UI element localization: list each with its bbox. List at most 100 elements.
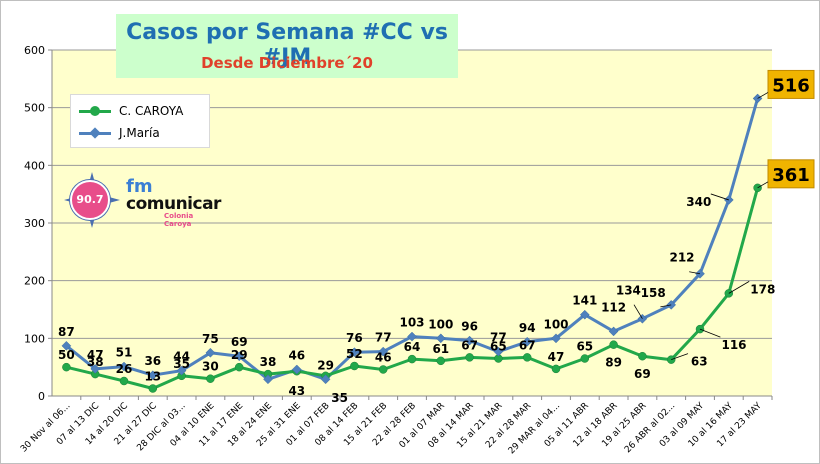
legend-marker-jmaria xyxy=(89,127,101,139)
data-label-jmaria-16: 94 xyxy=(519,321,536,335)
data-label-jmaria-17: 100 xyxy=(543,317,568,331)
data-label-jmaria-3: 36 xyxy=(144,354,161,368)
leader-line-jmaria-22 xyxy=(689,271,701,275)
marker-caroya-19 xyxy=(609,340,618,349)
chart-title: Casos por Semana #CC vs #JM xyxy=(126,20,448,70)
marker-caroya-16 xyxy=(522,353,532,362)
legend-label-jmaria: J.María xyxy=(119,126,160,140)
data-label-caroya-18: 65 xyxy=(576,340,593,354)
data-label-jmaria-18: 141 xyxy=(572,294,597,308)
leader-line-jmaria-21 xyxy=(660,304,672,308)
marker-caroya-10 xyxy=(350,361,359,371)
highlight-label-caroya: 361 xyxy=(772,165,810,186)
marker-jmaria-5 xyxy=(205,347,216,358)
data-label-caroya-12: 64 xyxy=(404,340,421,354)
data-label-jmaria-19: 112 xyxy=(601,300,626,314)
marker-jmaria-17 xyxy=(551,333,561,344)
legend-label-caroya: C. CAROYA xyxy=(119,104,184,118)
marker-jmaria-10 xyxy=(349,347,360,358)
data-label-caroya-4: 35 xyxy=(173,357,190,371)
marker-jmaria-6 xyxy=(234,351,245,362)
y-tick-label: 200 xyxy=(24,275,45,288)
marker-jmaria-19 xyxy=(608,326,619,337)
marker-jmaria-9 xyxy=(320,374,331,385)
highlight-leader-jmaria xyxy=(757,92,769,99)
marker-jmaria-16 xyxy=(522,336,533,347)
y-tick-label: 600 xyxy=(24,44,45,57)
marker-caroya-14 xyxy=(465,353,474,362)
marker-caroya-0 xyxy=(62,362,71,372)
marker-caroya-12 xyxy=(407,354,417,364)
leader-line-caroya-22 xyxy=(699,328,721,338)
data-label-caroya-23: 178 xyxy=(750,282,775,296)
marker-caroya-5 xyxy=(206,374,215,383)
data-label-caroya-17: 47 xyxy=(548,350,565,364)
data-label-caroya-8: 43 xyxy=(288,384,305,398)
data-label-jmaria-13: 100 xyxy=(428,317,453,331)
data-label-caroya-3: 13 xyxy=(144,370,161,384)
data-label-caroya-22: 116 xyxy=(721,338,746,352)
data-label-caroya-2: 26 xyxy=(116,362,133,376)
data-label-caroya-14: 67 xyxy=(461,338,478,352)
data-label-caroya-20: 69 xyxy=(634,367,651,381)
legend: C. CAROYA J.María xyxy=(70,94,210,148)
data-label-jmaria-2: 51 xyxy=(116,346,133,360)
data-label-caroya-0: 50 xyxy=(58,348,75,362)
x-tick-label: 30 Nov al 06... xyxy=(19,401,72,454)
data-label-caroya-16: 67 xyxy=(519,338,536,352)
highlight-box-caroya xyxy=(767,159,815,189)
data-label-caroya-21: 63 xyxy=(691,355,708,369)
x-tick-label: 29 MAR al 04... xyxy=(507,401,562,456)
marker-jmaria-1 xyxy=(90,364,101,374)
marker-jmaria-7 xyxy=(263,374,273,385)
marker-jmaria-4 xyxy=(176,365,187,376)
data-label-jmaria-20: 134 xyxy=(616,284,641,298)
data-label-jmaria-14: 96 xyxy=(461,320,478,334)
marker-caroya-17 xyxy=(551,364,561,374)
marker-jmaria-13 xyxy=(435,333,446,344)
logo-name: comunicar xyxy=(126,194,221,214)
leader-line-jmaria-20 xyxy=(633,304,643,319)
legend-marker-caroya xyxy=(90,106,100,116)
data-label-caroya-7: 38 xyxy=(260,355,277,369)
data-label-caroya-13: 61 xyxy=(432,342,449,356)
marker-jmaria-18 xyxy=(579,309,590,320)
y-tick-label: 500 xyxy=(24,102,45,115)
data-label-jmaria-8: 46 xyxy=(288,348,305,362)
data-label-jmaria-5: 75 xyxy=(202,332,219,346)
data-label-caroya-10: 52 xyxy=(346,347,363,361)
data-label-jmaria-1: 47 xyxy=(87,348,104,362)
data-label-jmaria-21: 158 xyxy=(641,286,666,300)
marker-jmaria-2 xyxy=(119,361,129,372)
data-label-caroya-1: 38 xyxy=(87,355,104,369)
marker-caroya-18 xyxy=(580,354,590,363)
y-tick-label: 0 xyxy=(38,390,45,403)
marker-caroya-3 xyxy=(148,384,158,393)
data-label-caroya-11: 46 xyxy=(375,350,392,364)
leader-line-caroya-23 xyxy=(728,281,750,294)
y-tick-label: 100 xyxy=(24,332,45,345)
highlight-box-jmaria xyxy=(767,69,815,99)
data-label-jmaria-15: 77 xyxy=(490,331,507,345)
marker-jmaria-12 xyxy=(407,331,417,342)
leader-line-caroya-21 xyxy=(671,353,689,361)
data-label-jmaria-11: 77 xyxy=(375,331,392,345)
x-tick-label: 26 ABR al 02... xyxy=(623,401,677,455)
logo-subtitle: Colonia Caroya xyxy=(164,212,194,228)
logo-fm: fm xyxy=(126,176,153,197)
marker-jmaria-14 xyxy=(464,335,475,346)
data-label-jmaria-0: 87 xyxy=(58,325,75,339)
data-label-jmaria-4: 44 xyxy=(173,350,190,364)
marker-jmaria-0 xyxy=(61,340,72,351)
data-label-caroya-19: 89 xyxy=(605,356,622,370)
marker-caroya-13 xyxy=(436,356,446,366)
radio-logo: 90.7 fm comunicar Colonia Caroya xyxy=(64,172,221,228)
highlight-label-jmaria: 516 xyxy=(772,75,810,96)
chart-subtitle: Desde Diciembre´20 xyxy=(201,54,373,72)
data-label-jmaria-23: 340 xyxy=(686,195,711,209)
marker-jmaria-3 xyxy=(147,370,158,381)
highlight-leader-caroya xyxy=(757,181,769,189)
data-label-caroya-5: 30 xyxy=(202,360,219,374)
marker-caroya-2 xyxy=(119,376,129,386)
data-label-jmaria-6: 69 xyxy=(231,335,248,349)
